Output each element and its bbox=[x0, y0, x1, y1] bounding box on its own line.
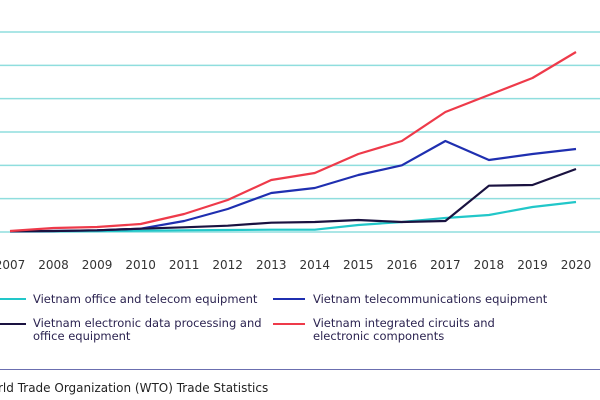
legend-swatch-telecommunications bbox=[273, 298, 305, 300]
line-chart: 2007 2008 2009 2010 2011 2012 2013 2014 2015 2016… bbox=[0, 31, 600, 272]
x-tick-label: 2014 bbox=[299, 258, 330, 272]
x-tick-label: 2019 bbox=[517, 258, 548, 272]
x-tick-label: 2015 bbox=[343, 258, 374, 272]
series-line-3 bbox=[9, 51, 577, 233]
legend-swatch-office-telecom bbox=[0, 298, 26, 300]
legend-swatch-integrated-circuits bbox=[273, 323, 305, 325]
legend-item-telecommunications: Vietnam telecommunications equipment bbox=[313, 293, 547, 306]
x-tick-label: 2007 bbox=[0, 258, 25, 272]
x-tick-label: 2009 bbox=[82, 258, 113, 272]
x-tick-label: 2008 bbox=[38, 258, 69, 272]
legend-label: Vietnam office and telecom equipment bbox=[33, 292, 258, 306]
x-tick-label: 2016 bbox=[387, 258, 418, 272]
legend-item-office-telecom: Vietnam office and telecom equipment bbox=[33, 293, 257, 306]
legend-swatch-data-processing bbox=[0, 323, 26, 325]
source-note: rld Trade Organization (WTO) Trade Stati… bbox=[0, 381, 269, 395]
divider bbox=[0, 369, 600, 370]
series-line-2 bbox=[9, 167, 577, 233]
legend-label: office equipment bbox=[33, 329, 131, 343]
legend-item-integrated-circuits: Vietnam integrated circuits and electron… bbox=[313, 317, 495, 343]
x-tick-label: 2010 bbox=[125, 258, 156, 272]
series-lines bbox=[9, 51, 577, 233]
x-tick-label: 2012 bbox=[212, 258, 243, 272]
x-tick-label: 2011 bbox=[169, 258, 200, 272]
x-tick-label: 2013 bbox=[256, 258, 287, 272]
legend-label: Vietnam electronic data processing and bbox=[33, 316, 262, 330]
x-axis-ticks: 2007 2008 2009 2010 2011 2012 2013 2014 2015 2016… bbox=[0, 258, 591, 272]
gridlines bbox=[0, 31, 600, 233]
x-tick-label: 2018 bbox=[474, 258, 505, 272]
legend-label: Vietnam integrated circuits and bbox=[313, 316, 495, 330]
legend-label: electronic components bbox=[313, 329, 445, 343]
x-tick-label: 2017 bbox=[430, 258, 461, 272]
x-tick-label: 2020 bbox=[561, 258, 592, 272]
legend-item-data-processing: Vietnam electronic data processing and o… bbox=[33, 317, 262, 343]
legend-label: Vietnam telecommunications equipment bbox=[313, 292, 548, 306]
